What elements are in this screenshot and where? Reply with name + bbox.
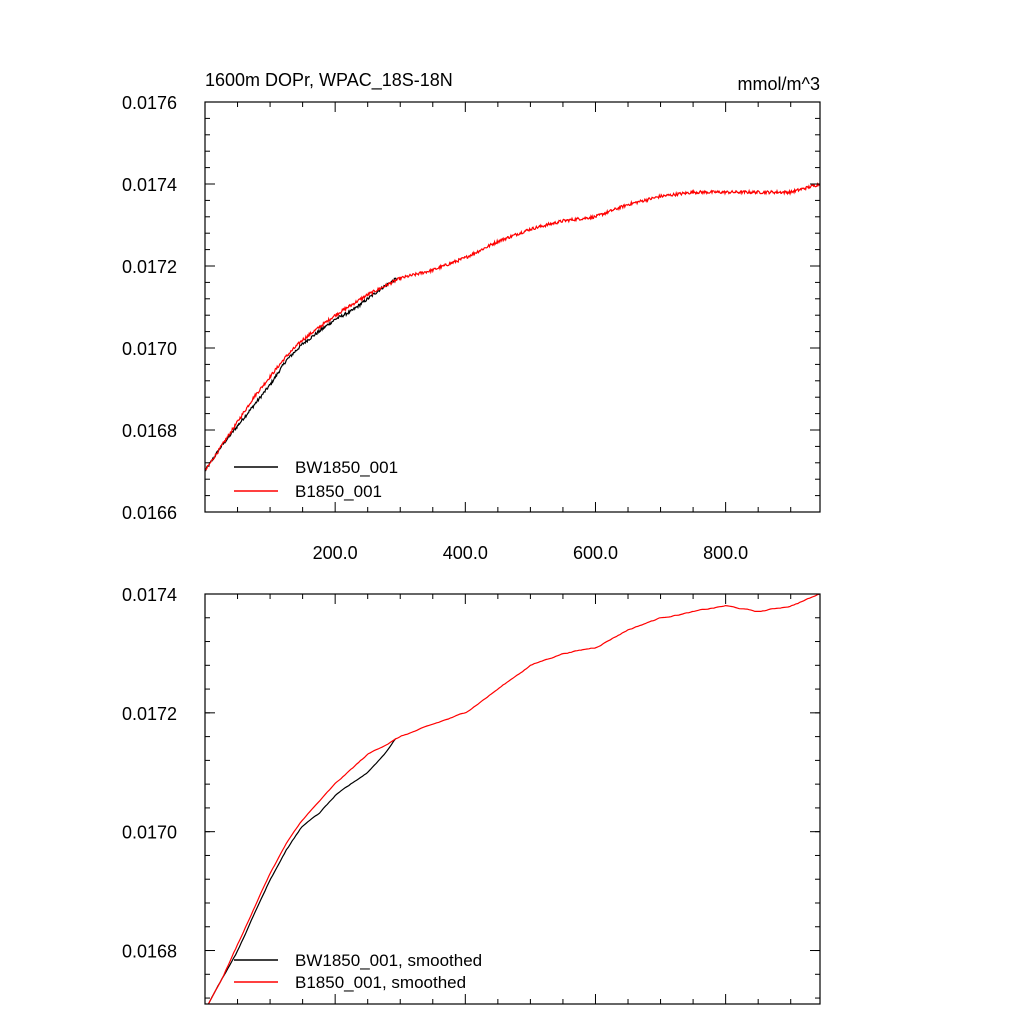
y-tick-label: 0.0170 bbox=[122, 823, 177, 843]
plot-frame bbox=[204, 593, 821, 1005]
plot-frame bbox=[204, 101, 821, 513]
x-tick-label: 200.0 bbox=[313, 543, 358, 563]
chart-panel-2: 0.0168 0.0170 0.0172 0.0174 BW1850_001, smoo… bbox=[122, 585, 821, 1005]
x-tick-label: 600.0 bbox=[573, 543, 618, 563]
units-label: mmol/m^3 bbox=[738, 74, 820, 94]
x-tick-label: 800.0 bbox=[703, 543, 748, 563]
y-tick-label: 0.0168 bbox=[122, 942, 177, 962]
y-tick-label: 0.0166 bbox=[122, 503, 177, 523]
y-tick-label: 0.0172 bbox=[122, 257, 177, 277]
y-tick-label: 0.0174 bbox=[122, 585, 177, 605]
legend-label: BW1850_001, smoothed bbox=[295, 951, 482, 970]
y-tick-label: 0.0174 bbox=[122, 175, 177, 195]
chart-title: 1600m DOPr, WPAC_18S-18N bbox=[205, 70, 453, 91]
legend-label: B1850_001 bbox=[295, 482, 382, 501]
series-line-1 bbox=[207, 738, 397, 1004]
series-line-2 bbox=[207, 594, 820, 1004]
y-tick-label: 0.0172 bbox=[122, 704, 177, 724]
x-tick-label: 400.0 bbox=[443, 543, 488, 563]
legend-label: B1850_001, smoothed bbox=[295, 973, 466, 992]
series-line-1 bbox=[205, 277, 398, 472]
y-tick-label: 0.0170 bbox=[122, 339, 177, 359]
legend-label: BW1850_001 bbox=[295, 458, 398, 477]
chart-panel-1: 200.0 400.0 600.0 800.0 0.0166 0.0168 0.0170 0.… bbox=[122, 70, 821, 563]
y-tick-label: 0.0176 bbox=[122, 93, 177, 113]
y-tick-label: 0.0168 bbox=[122, 421, 177, 441]
series-line-2 bbox=[205, 181, 820, 471]
